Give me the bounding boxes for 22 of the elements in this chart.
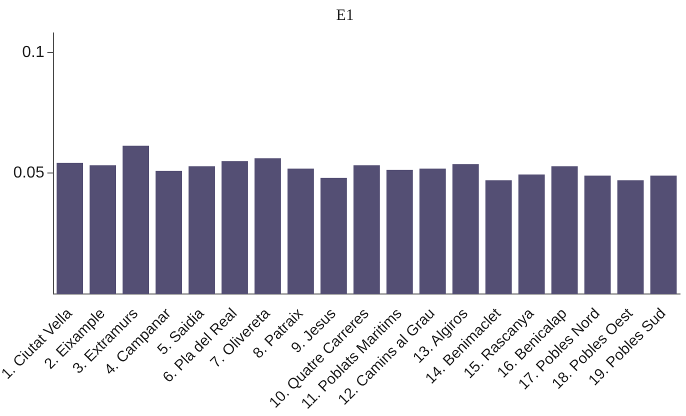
bar — [56, 162, 84, 294]
bar — [386, 170, 413, 294]
y-tick-label: 0.1 — [22, 44, 44, 61]
bar — [650, 176, 677, 294]
bar — [353, 165, 380, 294]
bar — [188, 166, 215, 294]
bar — [288, 168, 314, 294]
bar — [222, 161, 248, 294]
bar — [551, 166, 578, 294]
bar — [617, 180, 644, 294]
bar — [122, 146, 149, 294]
chart-title: E1 — [336, 6, 354, 24]
bar — [584, 176, 611, 294]
bar — [254, 158, 281, 294]
bar — [518, 174, 545, 294]
bar — [452, 164, 479, 294]
bar — [156, 170, 182, 294]
y-tick-label: 0.05 — [13, 164, 44, 182]
bar — [485, 180, 512, 294]
bar — [90, 165, 116, 294]
bar — [419, 168, 446, 294]
bar — [320, 178, 347, 294]
